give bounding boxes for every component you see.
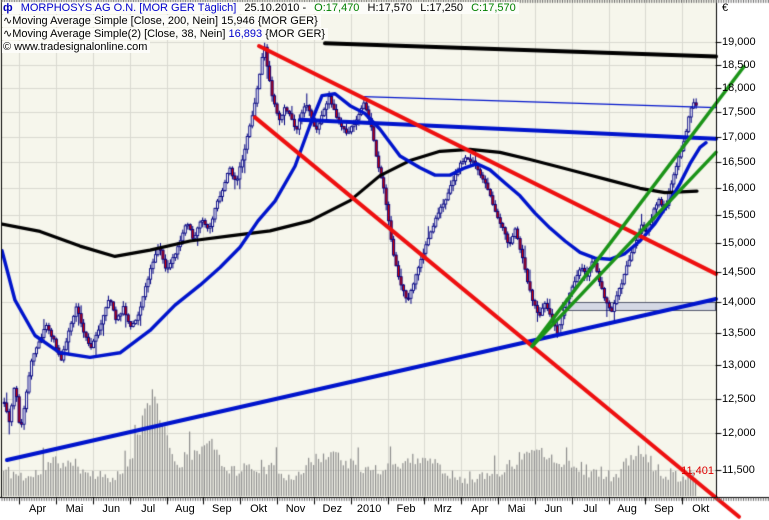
legend-ma38[interactable]: ∿Moving Average Simple(2) [Close, 38, Ne… <box>2 28 329 40</box>
y-axis-label: 16,000 <box>722 182 756 195</box>
quote-open: O:17,470 <box>314 2 360 14</box>
y-axis-label: 17,500 <box>722 106 756 118</box>
wave-icon: ∿ <box>3 15 13 27</box>
y-axis-label: 18,000 <box>722 82 756 95</box>
ma200-scope: {MOR GER} <box>257 15 318 27</box>
y-axis-label: 12,000 <box>722 427 756 440</box>
y-axis-label: 17,000 <box>722 130 756 143</box>
y-axis-label: 14,000 <box>722 296 756 309</box>
y-axis-label: 11,500 <box>722 463 755 476</box>
x-axis-label: Apr <box>29 503 47 515</box>
quote-date: 25.10.2010 - <box>244 2 307 14</box>
x-axis-label: Nov <box>285 503 306 515</box>
instrument-icon: ф <box>3 2 13 14</box>
chart-title-row[interactable]: ф MORPHOSYS AG O.N. [MOR GER Täglich] 25… <box>2 2 519 14</box>
y-axis-label: 19,000 <box>722 35 756 48</box>
ma38-scope: {MOR GER} <box>265 28 326 40</box>
x-axis-label: Okt <box>692 503 710 515</box>
quote-close: C:17,570 <box>471 2 516 14</box>
x-axis-label: Mai <box>65 503 84 515</box>
x-axis-label: Aug <box>617 503 637 515</box>
instrument-title: MORPHOSYS AG O.N. [MOR GER Täglich] <box>20 2 237 14</box>
y-axis-label: 13,000 <box>722 359 756 372</box>
price-target-label: 11,401 <box>681 465 714 477</box>
y-axis-label: 15,500 <box>722 209 756 222</box>
x-axis-label: Jul <box>583 503 598 515</box>
x-axis-label: Jul <box>141 503 156 515</box>
copyright-notice: © www.tradesignalonline.com <box>2 41 151 53</box>
x-axis-label: Feb <box>396 503 416 515</box>
copyright-text: © www.tradesignalonline.com <box>3 41 148 53</box>
x-axis-label: Sep <box>654 503 674 515</box>
x-axis-label: Sep <box>212 503 232 515</box>
y-axis-label: 12,500 <box>722 392 756 405</box>
currency-axis-label: € <box>722 2 729 14</box>
x-axis-label: Okt <box>250 503 268 515</box>
ma200-value: 15,946 <box>221 15 255 27</box>
y-axis-label: 15,000 <box>722 237 756 250</box>
y-axis-label: 14,500 <box>722 266 756 279</box>
x-axis-label: Aug <box>175 503 195 515</box>
quote-low: L:17,250 <box>420 2 464 14</box>
x-axis-label: 2010 <box>356 503 382 515</box>
x-axis-label: Dez <box>322 503 343 515</box>
quote-high: H:17,570 <box>367 2 413 14</box>
ma38-label: Moving Average Simple(2) [Close, 38, Nei… <box>12 28 226 40</box>
legend-ma200[interactable]: ∿Moving Average Simple [Close, 200, Nein… <box>2 15 321 27</box>
y-axis-label: 16,500 <box>722 156 756 169</box>
x-axis-label: Jun <box>102 503 121 515</box>
ma38-value: 16,893 <box>228 28 263 40</box>
y-axis-label: 13,500 <box>722 326 756 339</box>
y-axis-label: 18,500 <box>722 58 756 71</box>
wave-icon: ∿ <box>3 28 13 40</box>
x-axis-label: Mrz <box>433 503 453 515</box>
ma200-label: Moving Average Simple [Close, 200, Nein] <box>12 15 219 27</box>
x-axis-label: Jun <box>544 503 563 515</box>
x-axis-label: Apr <box>471 503 489 515</box>
x-axis-label: Mai <box>507 503 526 515</box>
